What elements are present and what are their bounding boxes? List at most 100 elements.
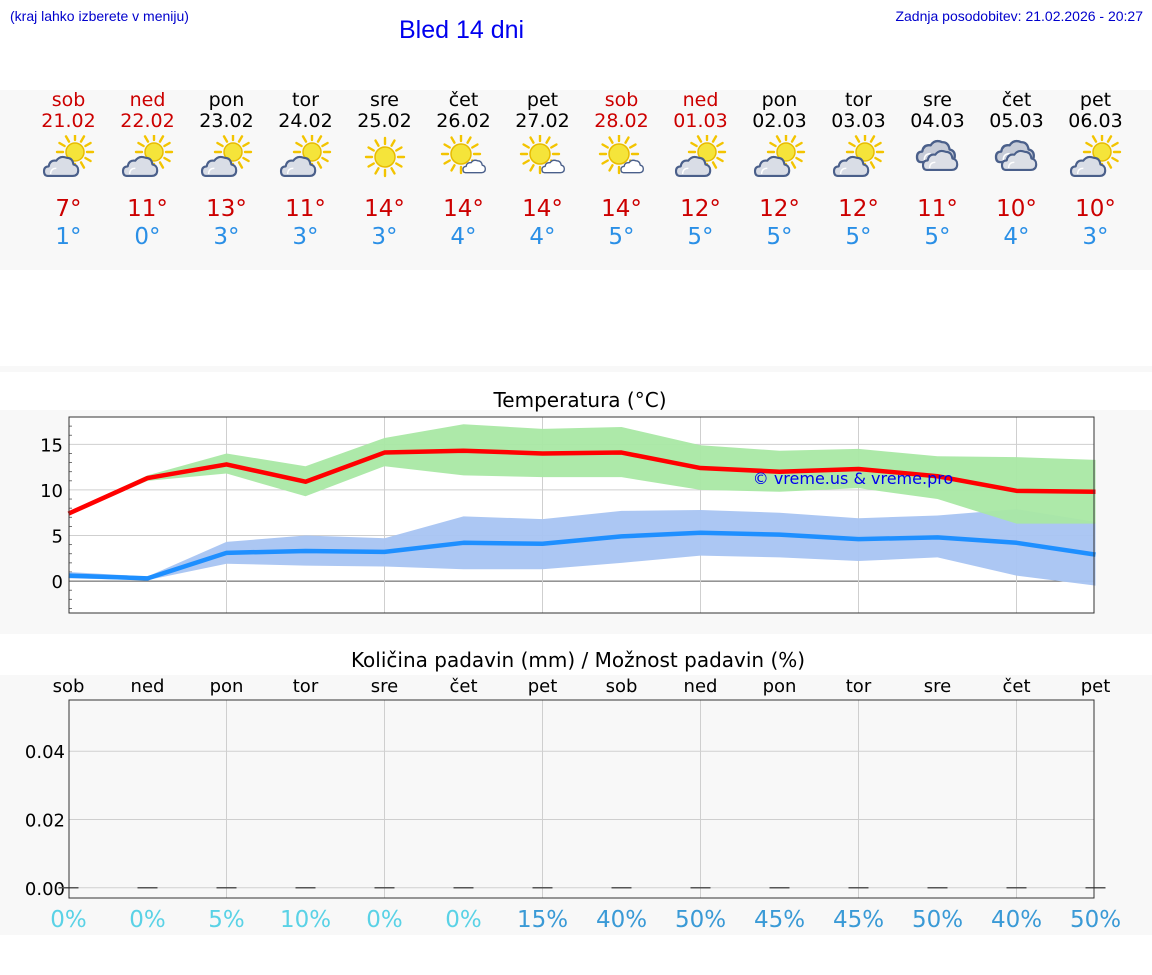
day-column: čet 05.03 10° 4° <box>977 90 1057 251</box>
day-column: pet 06.03 10° 3° <box>1056 90 1136 251</box>
max-temperature: 12° <box>838 196 879 222</box>
day-column: pet 27.02 14° 4° <box>503 90 583 251</box>
day-date: 04.03 <box>910 110 965 132</box>
min-temperature: 5° <box>924 224 951 250</box>
cloud-shape <box>1000 149 1037 171</box>
max-temperature: 14° <box>364 196 405 222</box>
section-divider <box>0 366 1152 372</box>
precipitation-probability: 45% <box>833 907 884 933</box>
precipitation-probability: 40% <box>596 907 647 933</box>
precipitation-bar <box>137 887 158 889</box>
min-temperature-range-band <box>68 509 1096 586</box>
location-hint: (kraj lahko izberete v meniju) <box>10 8 189 24</box>
x-tick-label: čet <box>1002 676 1030 697</box>
y-tick-label: 0.00 <box>25 879 65 900</box>
precipitation-bar <box>295 887 316 889</box>
day-column: pon 02.03 12° 5° <box>740 90 820 251</box>
sun-disc <box>143 142 164 162</box>
sun-cloud-icon <box>674 135 726 177</box>
min-temperature-line <box>68 530 1096 581</box>
precipitation-bar <box>216 887 237 889</box>
sun-small-cloud-icon <box>519 135 565 175</box>
day-name: pon <box>761 89 798 111</box>
day-date: 01.03 <box>673 110 728 132</box>
plot-area <box>69 700 1094 898</box>
sun-cloud-icon <box>753 135 805 177</box>
precipitation-bar <box>1085 887 1106 889</box>
day-column: sre 25.02 14° 3° <box>345 90 425 251</box>
sun-disc <box>607 143 630 165</box>
temperature-chart: Temperatura (°C) 0 5 10 15 © vreme.us & vreme… <box>0 388 1152 634</box>
temperature-chart-title: Temperatura (°C) <box>492 388 666 412</box>
cloud-icon <box>915 139 958 171</box>
precipitation-bar <box>769 887 790 889</box>
max-temperature: 12° <box>759 196 800 222</box>
day-date: 05.03 <box>989 110 1044 132</box>
day-column: tor 24.02 11° 3° <box>266 90 346 251</box>
precipitation-probability: 10% <box>280 907 331 933</box>
x-tick-label: pon <box>210 676 244 697</box>
cloud-shape <box>200 155 237 177</box>
max-temperature: 12° <box>680 196 721 222</box>
day-column: sre 04.03 11° 5° <box>898 90 978 251</box>
sun-cloud-icon <box>279 135 331 177</box>
precipitation-bar <box>927 887 948 889</box>
precipitation-probability: 50% <box>1070 907 1121 933</box>
min-temperature: 4° <box>529 224 556 250</box>
precipitation-bar <box>453 887 474 889</box>
max-temperature: 14° <box>443 196 484 222</box>
day-name: pon <box>208 89 245 111</box>
min-temperature: 3° <box>371 224 398 250</box>
min-temperature: 3° <box>292 224 319 250</box>
precipitation-probability: 50% <box>912 907 963 933</box>
max-temperature: 10° <box>1075 196 1116 222</box>
max-temperature: 11° <box>285 196 326 222</box>
day-column: ned 01.03 12° 5° <box>661 90 741 251</box>
sun-disc <box>1091 142 1112 162</box>
x-tick-label: čet <box>449 676 477 697</box>
day-date: 03.03 <box>831 110 886 132</box>
precipitation-probability: 0% <box>445 907 482 933</box>
min-temperature: 4° <box>1003 224 1030 250</box>
cloud-shape <box>832 155 869 177</box>
min-temperature: 5° <box>608 224 635 250</box>
day-name: sob <box>51 89 86 111</box>
min-temperature: 5° <box>687 224 714 250</box>
x-tick-label: pet <box>528 676 558 697</box>
sun-small-cloud-icon <box>440 135 486 175</box>
precipitation-bar <box>848 887 869 889</box>
max-temperature: 10° <box>996 196 1037 222</box>
precipitation-bar <box>1006 887 1027 889</box>
x-tick-label: ned <box>131 676 165 697</box>
cloud-shape <box>540 159 565 174</box>
day-date: 21.02 <box>41 110 96 132</box>
precipitation-bar <box>690 887 711 889</box>
sun-disc <box>528 143 551 165</box>
cloud-icon <box>994 139 1037 171</box>
cloud-shape <box>921 149 958 171</box>
min-temperature: 3° <box>1082 224 1109 250</box>
day-name: pet <box>526 89 559 111</box>
cloud-shape <box>1069 155 1106 177</box>
precipitation-bar <box>611 887 632 889</box>
plot-frame <box>68 416 1095 614</box>
max-temperature-line <box>67 448 1096 516</box>
day-date: 25.02 <box>357 110 412 132</box>
cloud-shape <box>619 159 644 174</box>
max-temperature: 14° <box>601 196 642 222</box>
sun-cloud-icon <box>121 135 173 177</box>
precipitation-probability: 0% <box>366 907 403 933</box>
day-date: 06.03 <box>1068 110 1123 132</box>
x-tick-label: ned <box>684 676 718 697</box>
y-tick-label: 0 <box>52 572 63 593</box>
watermark: © vreme.us & vreme.pro <box>753 469 954 488</box>
precipitation-probability: 50% <box>675 907 726 933</box>
x-tick-label: sre <box>371 676 398 697</box>
sun-cloud-icon <box>832 135 884 177</box>
sun-disc <box>373 146 396 168</box>
max-temperature: 14° <box>522 196 563 222</box>
y-tick-label: 15 <box>40 435 63 456</box>
precipitation-bar <box>374 887 395 889</box>
x-tick-label: pet <box>1081 676 1111 697</box>
sun-rays <box>364 136 405 178</box>
